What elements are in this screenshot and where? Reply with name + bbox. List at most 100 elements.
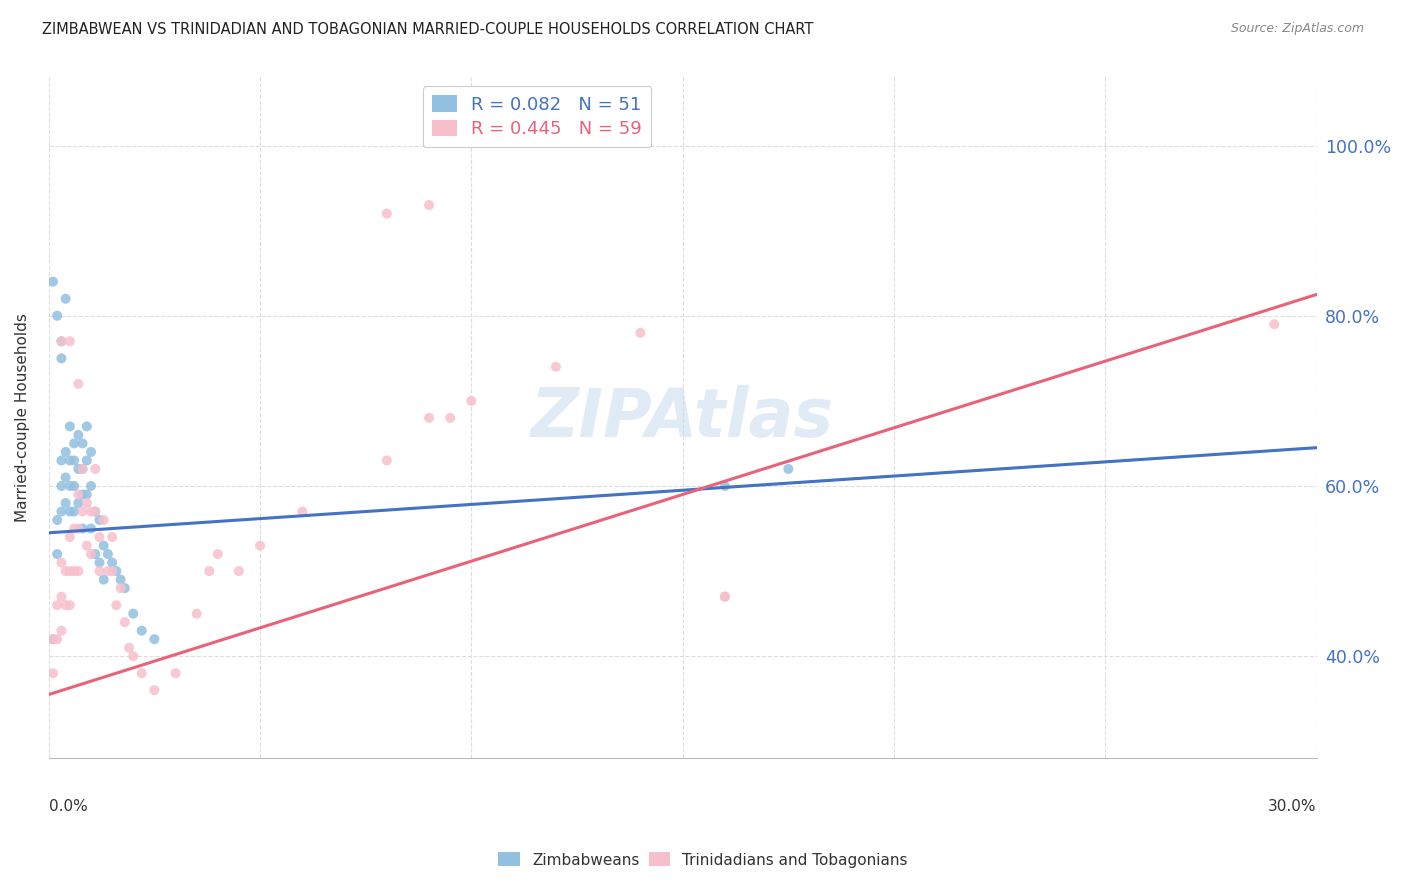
Point — [59, 564, 82, 578]
Point — [165, 666, 187, 681]
Point — [84, 504, 107, 518]
Point — [76, 487, 98, 501]
Point — [198, 564, 221, 578]
Point — [460, 393, 482, 408]
Point — [84, 547, 107, 561]
Point — [89, 564, 111, 578]
Legend: Zimbabweans, Trinidadians and Tobagonians: Zimbabweans, Trinidadians and Tobagonian… — [492, 847, 914, 873]
Point — [51, 590, 73, 604]
Point — [93, 573, 115, 587]
Point — [76, 419, 98, 434]
Point — [80, 522, 103, 536]
Point — [249, 539, 271, 553]
Point — [46, 513, 69, 527]
Point — [63, 522, 86, 536]
Point — [59, 453, 82, 467]
Point — [291, 504, 314, 518]
Point — [439, 410, 461, 425]
Point — [418, 198, 440, 212]
Point — [67, 428, 90, 442]
Point — [101, 556, 124, 570]
Point — [714, 590, 737, 604]
Point — [131, 666, 153, 681]
Text: ZIMBABWEAN VS TRINIDADIAN AND TOBAGONIAN MARRIED-COUPLE HOUSEHOLDS CORRELATION C: ZIMBABWEAN VS TRINIDADIAN AND TOBAGONIAN… — [42, 22, 814, 37]
Point — [67, 487, 90, 501]
Point — [101, 564, 124, 578]
Point — [628, 326, 651, 340]
Point — [80, 479, 103, 493]
Text: Source: ZipAtlas.com: Source: ZipAtlas.com — [1230, 22, 1364, 36]
Point — [72, 462, 94, 476]
Point — [714, 479, 737, 493]
Point — [80, 547, 103, 561]
Text: 0.0%: 0.0% — [49, 799, 87, 814]
Point — [93, 513, 115, 527]
Point — [46, 309, 69, 323]
Point — [55, 445, 77, 459]
Point — [55, 598, 77, 612]
Point — [42, 666, 65, 681]
Point — [42, 632, 65, 647]
Point — [778, 462, 800, 476]
Point — [51, 334, 73, 349]
Point — [418, 410, 440, 425]
Point — [544, 359, 567, 374]
Point — [143, 632, 166, 647]
Point — [67, 376, 90, 391]
Point — [207, 547, 229, 561]
Point — [1263, 318, 1285, 332]
Point — [55, 292, 77, 306]
Point — [63, 436, 86, 450]
Point — [114, 615, 136, 629]
Point — [114, 581, 136, 595]
Point — [46, 598, 69, 612]
Point — [67, 496, 90, 510]
Point — [110, 581, 132, 595]
Point — [55, 496, 77, 510]
Point — [89, 556, 111, 570]
Point — [76, 496, 98, 510]
Point — [122, 649, 145, 664]
Point — [51, 334, 73, 349]
Point — [67, 522, 90, 536]
Point — [80, 504, 103, 518]
Point — [186, 607, 208, 621]
Point — [59, 598, 82, 612]
Point — [80, 445, 103, 459]
Point — [42, 632, 65, 647]
Point — [93, 539, 115, 553]
Point — [118, 640, 141, 655]
Point — [105, 564, 128, 578]
Point — [59, 530, 82, 544]
Point — [51, 556, 73, 570]
Y-axis label: Married-couple Households: Married-couple Households — [15, 313, 30, 523]
Point — [375, 453, 398, 467]
Point — [51, 504, 73, 518]
Point — [72, 436, 94, 450]
Text: ZIPAtlas: ZIPAtlas — [531, 384, 834, 450]
Point — [59, 504, 82, 518]
Point — [42, 275, 65, 289]
Point — [84, 504, 107, 518]
Point — [63, 564, 86, 578]
Point — [97, 564, 120, 578]
Point — [59, 479, 82, 493]
Point — [122, 607, 145, 621]
Point — [72, 462, 94, 476]
Point — [55, 564, 77, 578]
Point — [97, 547, 120, 561]
Point — [51, 351, 73, 366]
Point — [143, 683, 166, 698]
Point — [131, 624, 153, 638]
Text: 30.0%: 30.0% — [1268, 799, 1316, 814]
Point — [89, 530, 111, 544]
Point — [46, 547, 69, 561]
Point — [84, 462, 107, 476]
Point — [76, 539, 98, 553]
Point — [72, 487, 94, 501]
Point — [59, 419, 82, 434]
Point — [72, 504, 94, 518]
Point — [55, 470, 77, 484]
Point — [59, 334, 82, 349]
Point — [67, 462, 90, 476]
